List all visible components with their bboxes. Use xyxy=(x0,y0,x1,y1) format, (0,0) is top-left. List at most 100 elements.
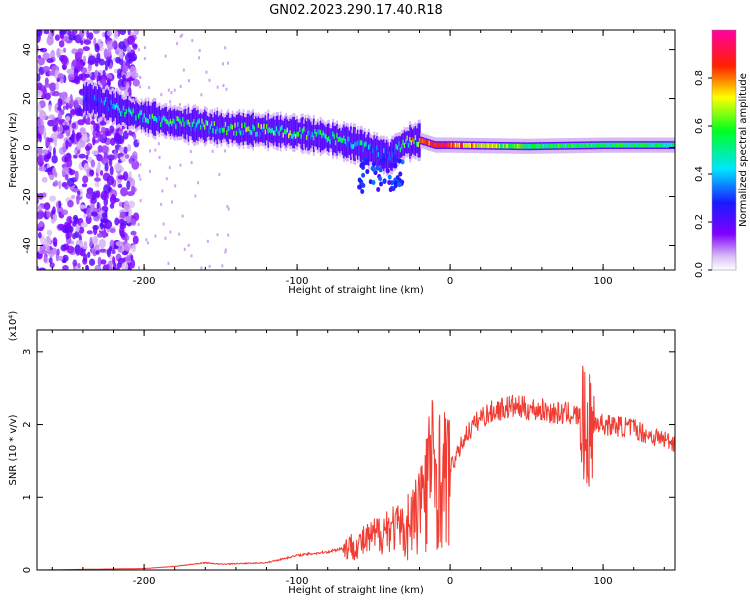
ridge-outer xyxy=(215,114,217,141)
ridge-cell xyxy=(655,142,658,148)
ridge-cell xyxy=(420,138,423,143)
ridge-outer xyxy=(198,114,201,138)
ridge-outer xyxy=(263,117,266,143)
ridge-cell xyxy=(423,138,425,144)
ridge-plume xyxy=(385,168,390,174)
ridge-cell xyxy=(186,119,188,125)
noise-blotch xyxy=(39,220,44,228)
ridge-cell xyxy=(646,142,648,148)
noise-blotch xyxy=(99,78,107,86)
ridge-outer xyxy=(128,100,131,127)
noise-streak xyxy=(179,84,182,88)
noise-blotch xyxy=(58,200,62,209)
ridge-cell xyxy=(469,142,472,148)
ridge-cell xyxy=(188,121,191,127)
noise-blotch xyxy=(125,254,131,264)
x-tick-label: -100 xyxy=(286,576,309,587)
ridge-cell xyxy=(294,133,297,139)
ridge-cell xyxy=(461,142,464,148)
noise-blotch xyxy=(46,210,51,219)
ridge-outer xyxy=(120,94,122,125)
ridge-cell xyxy=(264,129,267,135)
ridge-cell xyxy=(166,119,169,125)
noise-blotch xyxy=(101,212,108,219)
noise-blotch xyxy=(40,235,45,245)
ridge-outer xyxy=(304,118,307,150)
noise-streak xyxy=(198,56,201,60)
ridge-cell xyxy=(345,141,348,147)
ridge-cell xyxy=(328,136,330,142)
ridge-cell xyxy=(139,110,142,116)
ridge-plume xyxy=(371,179,376,185)
ridge-outer xyxy=(329,128,332,149)
ridge-outer xyxy=(414,125,417,156)
colorbar-tick-label: 0.0 xyxy=(694,262,705,278)
noise-blotch xyxy=(89,258,96,266)
ridge-plume xyxy=(358,184,363,190)
noise-blotch xyxy=(118,41,126,50)
ridge-cell xyxy=(330,134,333,140)
ridge-plume xyxy=(393,180,398,186)
ridge-cell xyxy=(114,104,117,110)
ridge-outer xyxy=(256,118,259,142)
noise-blotch xyxy=(130,185,136,195)
ridge-outer xyxy=(205,111,208,142)
ridge-outer xyxy=(190,113,193,137)
noise-blotch xyxy=(97,256,102,267)
ridge-cell xyxy=(363,142,366,148)
noise-blotch xyxy=(120,187,128,197)
noise-blotch xyxy=(82,55,87,64)
noise-blotch xyxy=(85,265,90,270)
ridge-cell xyxy=(109,103,111,109)
noise-blotch xyxy=(48,104,52,112)
ridge-plume xyxy=(361,172,366,178)
noise-blotch xyxy=(104,162,109,172)
noise-blotch xyxy=(118,51,124,60)
ridge-plume xyxy=(375,165,380,171)
ridge-cell xyxy=(588,142,591,148)
ridge-cell xyxy=(234,122,237,128)
ridge-plume xyxy=(371,167,376,173)
ridge-outer xyxy=(197,109,199,142)
ridge-cell xyxy=(337,137,340,143)
noise-streak xyxy=(225,87,228,91)
ridge-outer xyxy=(303,123,306,144)
ridge-outer xyxy=(212,117,215,137)
noise-blotch xyxy=(97,134,103,142)
spectrogram-image xyxy=(37,30,675,270)
noise-blotch xyxy=(109,125,115,134)
ridge-cell xyxy=(663,142,666,148)
ridge-cell xyxy=(201,118,204,124)
ridge-cell xyxy=(160,122,162,128)
ridge-outer xyxy=(282,120,285,143)
noise-blotch xyxy=(86,30,90,39)
ridge-outer xyxy=(395,136,398,166)
ridge-cell xyxy=(555,143,558,149)
noise-blotch xyxy=(59,92,66,100)
noise-blotch xyxy=(56,77,60,83)
ridge-cell xyxy=(520,143,523,149)
ridge-outer xyxy=(206,115,209,138)
noise-blotch xyxy=(99,121,107,126)
ridge-cell xyxy=(93,95,96,101)
ridge-outer xyxy=(102,92,104,114)
ridge-cell xyxy=(305,134,308,140)
noise-streak xyxy=(139,177,142,181)
ridge-cell xyxy=(270,128,272,134)
ridge-cell xyxy=(307,130,310,136)
colorbar: 0.0 0.2 0.4 0.6 0.8 Normalized spectral ampl… xyxy=(694,29,749,278)
ridge-plume xyxy=(388,187,393,193)
noise-blotch xyxy=(56,255,64,261)
noise-blotch xyxy=(53,180,59,187)
ridge-cell xyxy=(487,143,490,149)
noise-blotch xyxy=(87,55,96,65)
noise-blotch xyxy=(45,236,52,245)
noise-streak xyxy=(139,85,142,89)
ridge-cell xyxy=(242,130,245,136)
noise-blotch xyxy=(57,97,63,108)
noise-blotch xyxy=(96,123,100,133)
ridge-outer xyxy=(133,104,136,125)
ridge-cell xyxy=(169,119,172,124)
noise-blotch xyxy=(73,154,78,159)
ridge-plume xyxy=(397,182,402,188)
